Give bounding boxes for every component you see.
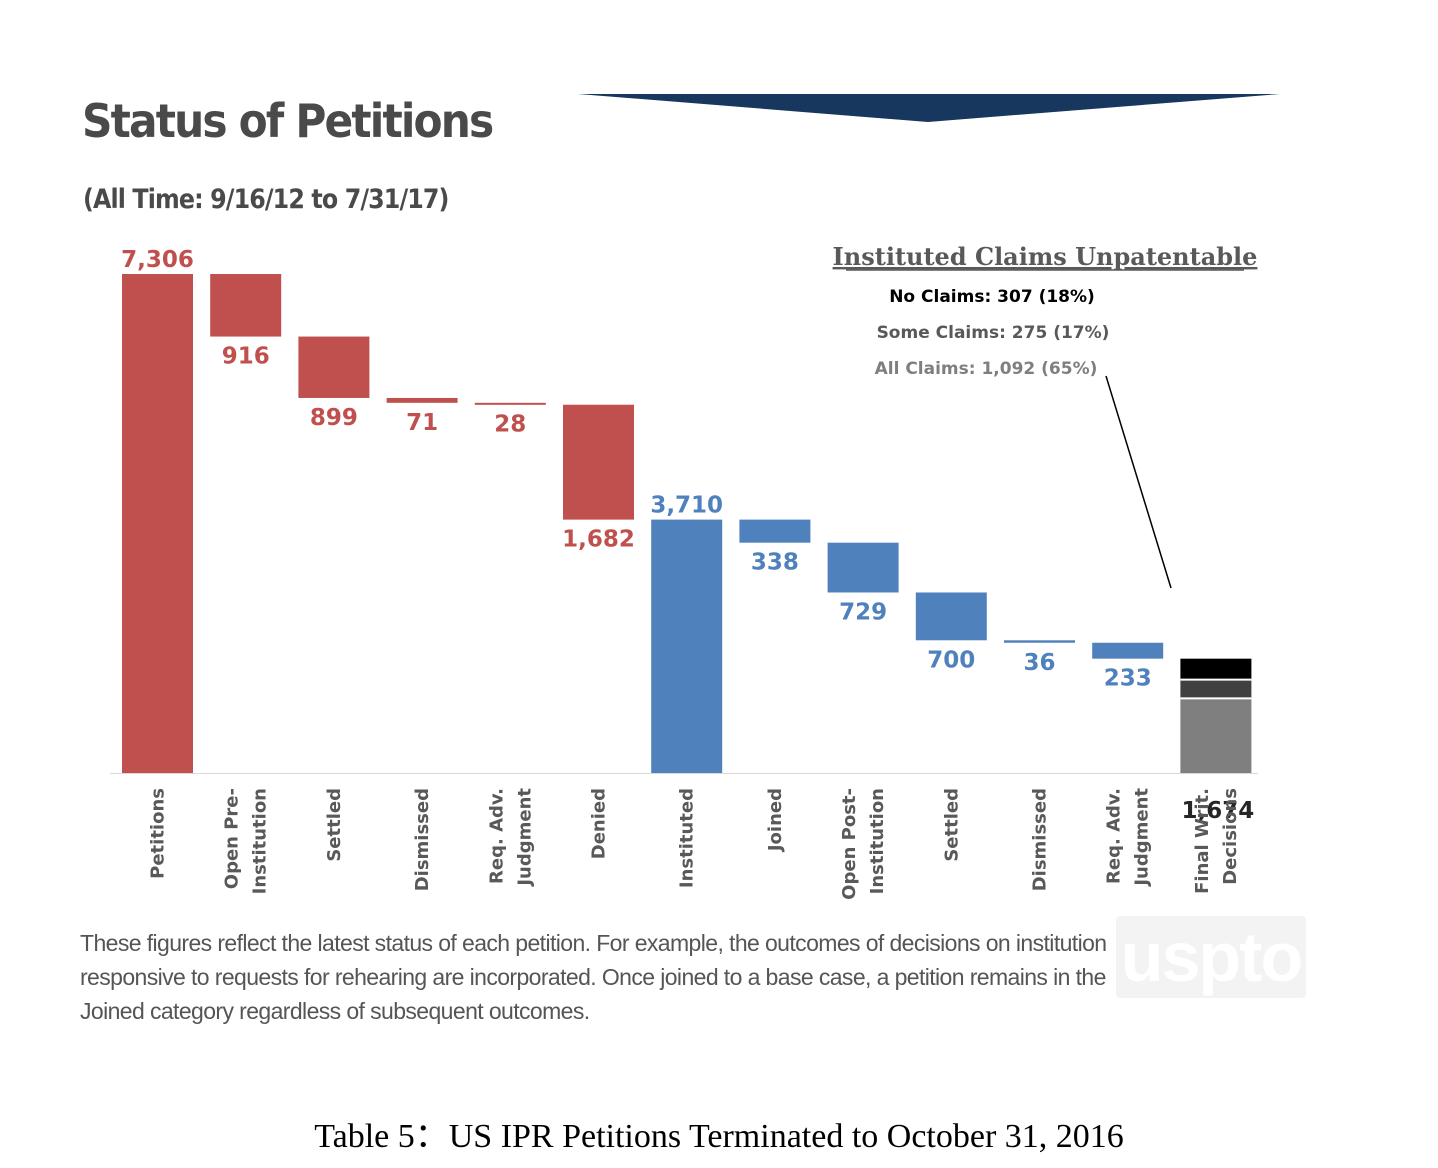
category-label-line: Institution <box>250 788 271 894</box>
bar-4 <box>474 402 546 405</box>
category-label-9: Settled <box>941 788 962 862</box>
category-label-line: Open Post- <box>839 788 860 900</box>
annotation-line-2: All Claims: 1,092 (65%) <box>875 359 1098 379</box>
category-label-line: Judgment <box>1132 788 1153 888</box>
category-label-line: Judgment <box>514 788 535 888</box>
value-label-1: 916 <box>222 344 270 370</box>
category-label-7: Joined <box>765 788 786 853</box>
category-label-line: Instituted <box>677 788 698 888</box>
category-label-line: Final Writ. <box>1192 788 1213 894</box>
value-label-10: 36 <box>1023 650 1055 676</box>
value-label-5: 1,682 <box>562 527 635 553</box>
annotation-line-0: No Claims: 307 (18%) <box>889 287 1095 307</box>
banner-shape <box>578 94 1280 122</box>
value-label-4: 28 <box>494 412 526 438</box>
category-label-1: Open Pre- Institution <box>222 788 271 894</box>
value-label-6: 3,710 <box>650 493 723 519</box>
bar-3 <box>386 397 458 403</box>
bar-final-no-claims <box>1180 658 1252 680</box>
value-label-12: 1,674 <box>1182 798 1255 824</box>
uspto-logo-text: uspto <box>1120 918 1304 996</box>
annotation-leader-line <box>1105 375 1172 589</box>
annotation-line-1: Some Claims: 275 (17%) <box>877 323 1110 343</box>
value-label-11: 233 <box>1104 666 1152 692</box>
bar-9 <box>915 592 987 641</box>
table-caption: Table 5：US IPR Petitions Terminated to O… <box>314 1118 1124 1155</box>
category-label-12: Final Writ. Decisions <box>1192 788 1241 894</box>
value-label-9: 700 <box>927 647 975 673</box>
header-banner <box>578 94 1280 122</box>
bar-8 <box>827 542 899 593</box>
annotation-title: Instituted Claims Unpatentable <box>833 242 1258 271</box>
category-label-2: Settled <box>324 788 345 862</box>
page-subtitle: (All Time: 9/16/12 to 7/31/17) <box>83 184 449 215</box>
bar-0 <box>122 274 193 773</box>
bar-final-all-claims <box>1180 698 1252 773</box>
page-title: Status of Petitions <box>82 94 494 148</box>
category-label-6: Instituted <box>677 788 698 888</box>
bar-7 <box>739 519 811 543</box>
category-label-line: Decisions <box>1220 788 1241 885</box>
category-label-line: Denied <box>589 788 610 859</box>
category-label-line: Req. Adv. <box>486 788 507 884</box>
category-label-8: Open Post- Institution <box>839 788 888 900</box>
bar-1 <box>210 274 282 337</box>
category-label-0: Petitions <box>148 788 169 879</box>
bar-10 <box>1004 640 1075 643</box>
value-label-2: 899 <box>310 405 358 431</box>
chart-footnote: These figures reflect the latest status … <box>80 930 1107 1024</box>
value-label-8: 729 <box>839 599 887 625</box>
category-label-line: Settled <box>941 788 962 862</box>
value-label-3: 71 <box>406 410 438 436</box>
bar-5 <box>563 404 634 520</box>
waterfall-chart: 7,306 Petitions 916 Open Pre- Institution 899… <box>110 242 1258 900</box>
category-label-line: Open Pre- <box>222 788 243 889</box>
bar-final-some-claims <box>1180 679 1252 699</box>
bar-11 <box>1092 642 1164 659</box>
category-label-line: Joined <box>765 788 786 853</box>
category-label-11: Req. Adv. Judgment <box>1104 788 1153 888</box>
category-label-line: Dismissed <box>1030 788 1051 891</box>
category-label-line: Institution <box>867 788 888 894</box>
value-label-0: 7,306 <box>121 247 194 273</box>
category-label-line: Petitions <box>148 788 169 879</box>
category-label-line: Settled <box>324 788 345 862</box>
uspto-logo: uspto <box>1116 916 1306 998</box>
category-label-10: Dismissed <box>1030 788 1051 891</box>
bar-2 <box>298 336 370 398</box>
value-label-7: 338 <box>751 550 799 576</box>
category-label-5: Denied <box>589 788 610 859</box>
category-label-4: Req. Adv. Judgment <box>486 788 535 888</box>
bar-6 <box>651 519 723 773</box>
category-label-line: Req. Adv. <box>1104 788 1125 884</box>
category-label-line: Dismissed <box>412 788 433 891</box>
category-label-3: Dismissed <box>412 788 433 891</box>
